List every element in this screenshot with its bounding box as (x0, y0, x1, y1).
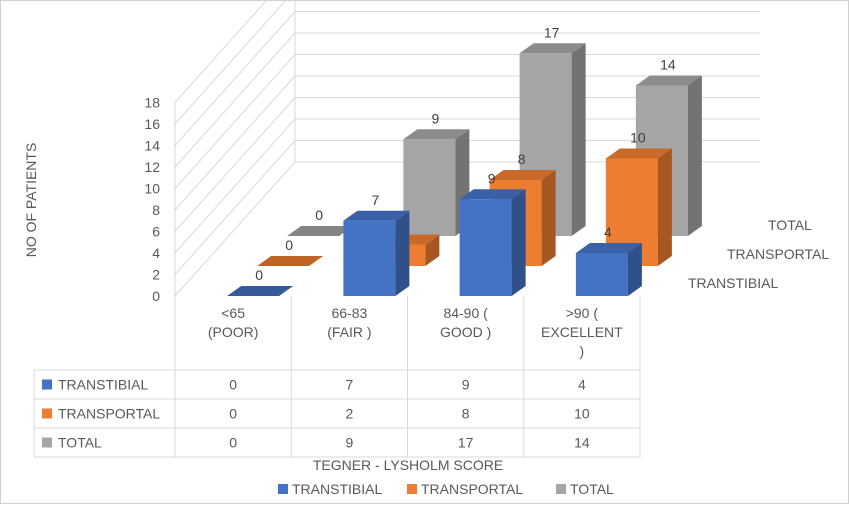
table-cell: 17 (458, 435, 474, 451)
svg-text:(FAIR ): (FAIR ) (327, 324, 371, 340)
svg-text:66-83: 66-83 (331, 305, 367, 321)
bar-transtibial-1: 7 (343, 192, 410, 296)
y-tick-label: 4 (152, 245, 160, 261)
gridline-diagonal (174, 11, 296, 146)
depth-label-total: TOTAL (768, 217, 812, 233)
svg-text:): ) (580, 343, 585, 359)
data-label: 9 (488, 170, 496, 186)
legend-item-total: TOTAL (556, 481, 614, 497)
table-series-name: TOTAL (58, 435, 102, 451)
table-cell: 14 (574, 435, 590, 451)
svg-text:TOTAL: TOTAL (570, 481, 614, 497)
data-label: 17 (544, 24, 560, 40)
table-cell: 4 (578, 377, 586, 393)
table-cell: 0 (229, 377, 237, 393)
category-label-0: <65 (POOR) (208, 305, 259, 340)
bar-total-0: 0 (287, 207, 354, 236)
table-cell: 0 (229, 435, 237, 451)
y-tick-label: 2 (152, 267, 160, 283)
data-label: 0 (315, 207, 323, 223)
y-tick-label: 18 (144, 95, 160, 111)
y-axis-title: NO OF PATIENTS (23, 143, 39, 258)
table-cell: 0 (229, 406, 237, 422)
svg-text:EXCELLENT: EXCELLENT (541, 324, 623, 340)
svg-text:<65: <65 (221, 305, 245, 321)
bar-transtibial-3: 4 (575, 224, 642, 296)
depth-axis-labels: TRANSTIBIAL TRANSPORTAL TOTAL (688, 217, 829, 291)
table-series-name: TRANSPORTAL (58, 406, 160, 422)
y-tick-label: 6 (152, 224, 160, 240)
svg-text:(POOR): (POOR) (208, 324, 259, 340)
table-cell: 10 (574, 406, 590, 422)
table-cell: 9 (345, 435, 353, 451)
table-cell: 9 (462, 377, 470, 393)
table-cell: 7 (345, 377, 353, 393)
table-row-transportal: TRANSPORTAL 0 2 8 10 (42, 406, 590, 422)
legend-item-transportal: TRANSPORTAL (407, 481, 523, 497)
data-table: <65 (POOR) 66-83 (FAIR ) 84-90 ( GOOD ) >90 ( E… (33, 296, 641, 458)
data-label: 0 (285, 237, 293, 253)
gridline-diagonal (174, 0, 268, 103)
depth-label-transportal: TRANSPORTAL (727, 246, 829, 262)
legend-item-transtibial: TRANSTIBIAL (278, 481, 382, 497)
data-label: 9 (431, 110, 439, 126)
gridline-diagonal (174, 140, 296, 275)
gridline-diagonal (174, 54, 296, 189)
table-cell: 8 (462, 406, 470, 422)
bar-transtibial-0: 0 (227, 267, 294, 296)
bar-transtibial-2: 9 (459, 170, 526, 296)
bar-transportal-0: 0 (257, 237, 324, 266)
y-axis-ticks: 0 2 4 6 8 10 12 14 16 18 (144, 95, 160, 305)
data-label: 10 (630, 130, 646, 146)
y-tick-label: 16 (144, 116, 160, 132)
table-row-transtibial: TRANSTIBIAL 0 7 9 4 (42, 377, 586, 393)
table-swatch (42, 379, 52, 390)
gridline-diagonal (174, 161, 296, 297)
svg-text:TRANSPORTAL: TRANSPORTAL (421, 481, 523, 497)
table-row-total: TOTAL 0 9 17 14 (42, 435, 590, 451)
x-axis-title: TEGNER - LYSHOLM SCORE (313, 457, 503, 473)
gridline-diagonal (174, 0, 287, 125)
gridline-diagonal (174, 32, 296, 168)
data-label: 4 (604, 224, 612, 240)
svg-text:GOOD ): GOOD ) (440, 324, 491, 340)
data-label: 8 (518, 151, 526, 167)
depth-label-transtibial: TRANSTIBIAL (688, 275, 778, 291)
y-tick-label: 14 (144, 138, 160, 154)
table-swatch (42, 408, 52, 419)
gridline-diagonal (174, 97, 296, 232)
y-tick-label: 10 (144, 181, 160, 197)
y-tick-label: 0 (152, 288, 160, 304)
y-tick-label: 12 (144, 159, 160, 175)
category-label-2: 84-90 ( GOOD ) (440, 305, 491, 340)
gridline-diagonal (174, 118, 296, 254)
legend: TRANSTIBIAL TRANSPORTAL TOTAL (278, 481, 614, 497)
gridline-diagonal (174, 75, 296, 211)
table-swatch (42, 437, 52, 448)
bar-layer: 091714028100794 (227, 24, 702, 296)
y-tick-label: 8 (152, 202, 160, 218)
category-label-1: 66-83 (FAIR ) (327, 305, 371, 340)
table-series-name: TRANSTIBIAL (58, 377, 148, 393)
svg-text:84-90 (: 84-90 ( (443, 305, 488, 321)
data-label: 14 (660, 57, 676, 73)
table-cell: 2 (345, 406, 353, 422)
category-label-3: >90 ( EXCELLENT) (541, 305, 623, 359)
data-label: 0 (255, 267, 263, 283)
svg-text:>90 (: >90 ( (566, 305, 599, 321)
data-label: 7 (371, 192, 379, 208)
svg-text:TRANSTIBIAL: TRANSTIBIAL (292, 481, 382, 497)
